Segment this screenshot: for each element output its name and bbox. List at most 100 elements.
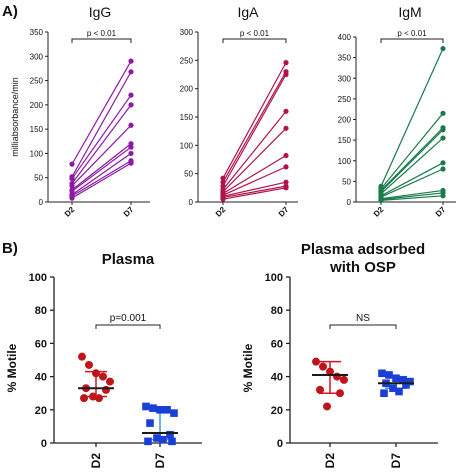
y-tick-label: 0 xyxy=(277,438,283,450)
data-point-d7 xyxy=(283,108,289,114)
series-line xyxy=(71,94,132,180)
y-tick-label: 150 xyxy=(338,136,352,145)
data-point-d2 xyxy=(312,357,320,366)
y-tick-label: 250 xyxy=(30,77,44,86)
significance-bracket xyxy=(95,324,161,329)
y-tick-label: 0 xyxy=(347,198,352,207)
data-point-d7 xyxy=(283,164,289,170)
data-point-d2 xyxy=(69,161,75,167)
y-axis-label: milliabsorbance/min xyxy=(10,77,20,157)
y-tick-label: 60 xyxy=(271,338,283,350)
y-tick-label: 50 xyxy=(34,174,43,183)
data-point-d2 xyxy=(220,196,226,202)
y-tick-label: 250 xyxy=(338,95,352,104)
data-point-d7 xyxy=(283,71,289,78)
data-point-d2 xyxy=(85,360,93,369)
chart-title: Plasma adsorbed xyxy=(301,241,425,258)
series-line xyxy=(222,71,287,183)
series-line xyxy=(380,127,444,191)
data-point-d7 xyxy=(389,384,397,393)
series-line xyxy=(71,162,132,199)
data-point-d7 xyxy=(395,387,403,396)
data-point-d7 xyxy=(283,125,289,131)
data-point-d2 xyxy=(80,394,88,403)
y-axis-label: % Motile xyxy=(5,343,19,392)
data-point-d2 xyxy=(92,369,100,378)
data-point-d7 xyxy=(156,406,164,414)
panel-label-b: B) xyxy=(2,240,18,257)
series-line xyxy=(222,155,287,195)
series-line xyxy=(71,146,132,192)
series-line xyxy=(380,112,444,190)
data-point-d7 xyxy=(153,434,161,442)
data-point-d7 xyxy=(440,110,446,116)
y-tick-label: 400 xyxy=(338,33,352,42)
data-point-d2 xyxy=(69,176,75,182)
y-tick-label: 350 xyxy=(30,28,44,37)
series-line xyxy=(222,110,287,190)
significance-bracket xyxy=(329,324,397,329)
y-tick-label: 250 xyxy=(180,56,194,65)
significance-bracket xyxy=(222,38,287,43)
data-point-d2 xyxy=(106,377,114,386)
data-point-d7 xyxy=(283,152,289,159)
y-tick-label: 300 xyxy=(30,52,44,61)
data-point-d7 xyxy=(128,102,134,108)
series-line xyxy=(380,48,444,187)
y-tick-label: 20 xyxy=(271,405,283,417)
data-point-d7 xyxy=(378,369,386,378)
series-line xyxy=(222,74,287,187)
y-tick-label: 200 xyxy=(180,85,194,94)
series-line xyxy=(71,60,132,165)
series-line xyxy=(380,129,444,193)
y-tick-label: 40 xyxy=(271,372,283,384)
y-tick-label: 100 xyxy=(30,149,44,158)
data-point-d7 xyxy=(163,406,171,414)
y-tick-label: 40 xyxy=(35,372,47,384)
x-tick-label: D2 xyxy=(323,453,337,469)
significance-label: p < 0.01 xyxy=(397,29,427,38)
data-point-d2 xyxy=(323,402,331,411)
y-tick-label: 200 xyxy=(338,116,352,125)
chart-title: with OSP xyxy=(329,259,396,276)
significance-label: p < 0.01 xyxy=(87,29,117,38)
chart-title: IgM xyxy=(398,4,421,20)
y-tick-label: 100 xyxy=(29,272,47,284)
y-tick-label: 50 xyxy=(342,177,351,186)
series-line xyxy=(71,152,132,196)
y-tick-label: 20 xyxy=(35,405,47,417)
data-point-d7 xyxy=(283,179,289,185)
data-point-d7 xyxy=(402,381,410,389)
data-point-d2 xyxy=(378,197,384,203)
data-point-d7 xyxy=(440,45,446,52)
y-tick-label: 50 xyxy=(184,170,193,179)
y-tick-label: 300 xyxy=(338,74,352,83)
data-point-d2 xyxy=(336,389,344,398)
series-line xyxy=(222,181,287,197)
series-line xyxy=(71,104,132,184)
x-tick-label: D7 xyxy=(389,453,403,469)
data-point-d7 xyxy=(283,60,289,66)
series-line xyxy=(380,189,444,200)
significance-bracket xyxy=(380,38,444,43)
data-point-d2 xyxy=(99,372,107,381)
igg-chart: IgG 0 50 100 150 200 250 300 350 D2 D7 milliabsorba… xyxy=(10,4,150,219)
series-line xyxy=(71,71,132,178)
significance-bracket xyxy=(71,38,132,43)
data-point-d7 xyxy=(440,193,446,199)
y-tick-label: 80 xyxy=(271,305,283,317)
chart-title: IgG xyxy=(89,4,112,20)
series-line xyxy=(222,185,287,199)
data-point-d7 xyxy=(128,58,134,64)
data-point-d2 xyxy=(69,195,75,201)
data-point-d2 xyxy=(102,385,110,394)
data-point-d7 xyxy=(128,69,134,75)
series-line xyxy=(71,160,132,197)
data-point-d7 xyxy=(385,371,393,379)
data-point-d7 xyxy=(406,377,414,386)
x-tick-label: D2 xyxy=(63,205,77,219)
significance-label: NS xyxy=(356,313,370,324)
series-line xyxy=(380,137,444,195)
x-tick-label: D7 xyxy=(122,205,136,219)
